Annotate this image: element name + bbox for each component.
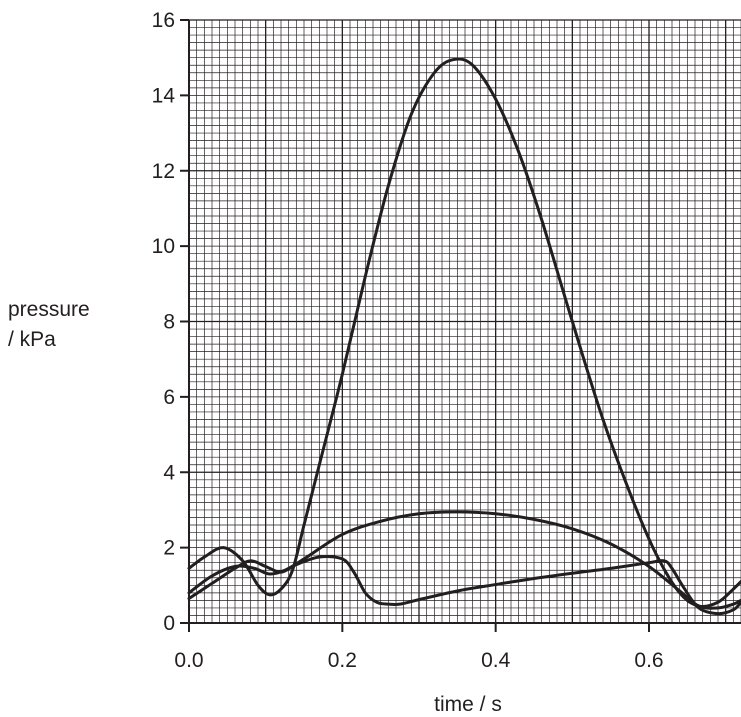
x-tick-label: 0.6: [634, 649, 663, 672]
y-tick-label: 10: [152, 235, 175, 258]
y-tick-label: 0: [163, 612, 175, 635]
x-tick-label: 0.4: [481, 649, 511, 672]
y-axis-label-line-1: pressure: [8, 298, 90, 321]
y-tick-label: 2: [163, 537, 175, 560]
y-tick-label: 12: [152, 160, 175, 183]
y-axis-label-line-2: / kPa: [8, 328, 56, 351]
series: [187, 57, 741, 616]
y-tick-label: 14: [152, 84, 176, 107]
series-line-peak: [187, 57, 741, 609]
series-line-low: [187, 555, 741, 616]
x-tick-label: 0.0: [174, 649, 203, 672]
y-tick-label: 8: [163, 311, 175, 334]
x-tick-label: 0.2: [328, 649, 357, 672]
y-tick-label: 16: [152, 9, 175, 32]
grid: [189, 19, 741, 623]
y-tick-label: 6: [163, 386, 175, 409]
axis-labels: pressure / kPa time / s: [8, 298, 502, 716]
x-axis-label: time / s: [434, 693, 502, 716]
tick-labels: 0 2 4 6 8 10 12 14 16 0.0 0.2 0.4 0.6: [152, 9, 664, 672]
axes: [180, 19, 741, 632]
y-tick-label: 4: [163, 461, 175, 484]
